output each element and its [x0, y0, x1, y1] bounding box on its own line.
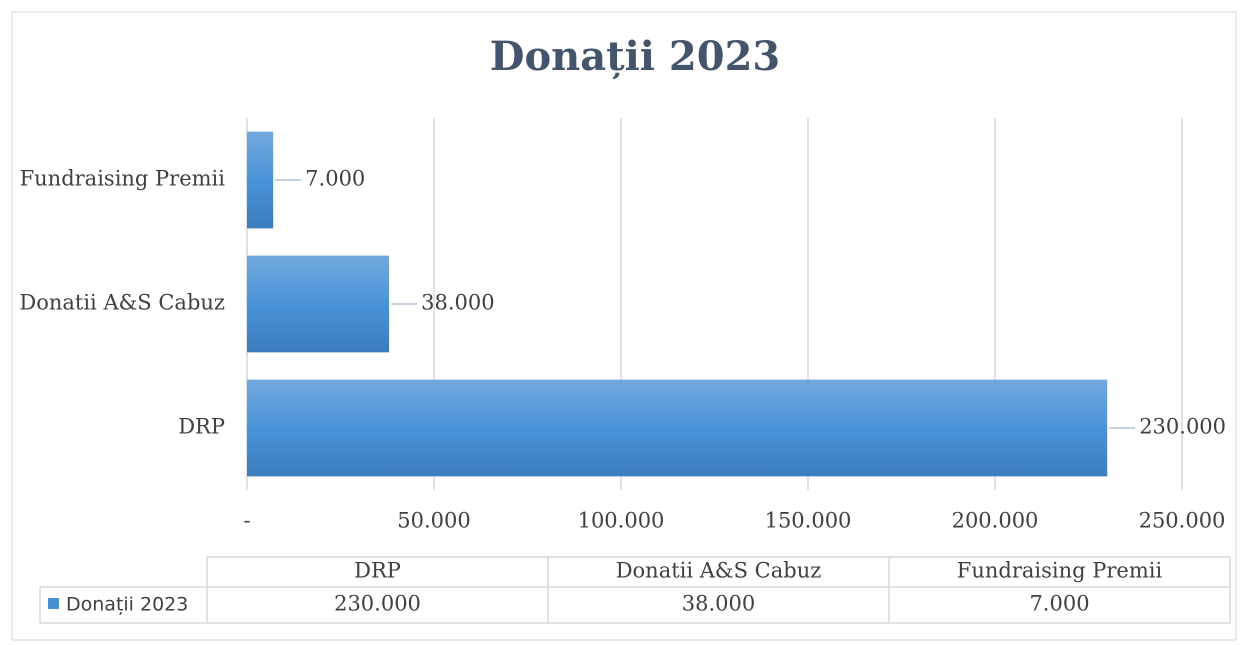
- x-tick-label: 150.000: [765, 509, 852, 533]
- x-tick-label: -: [243, 509, 250, 533]
- table-value: 230.000: [334, 592, 421, 616]
- x-tick-label: 250.000: [1139, 509, 1226, 533]
- table-value: 38.000: [682, 592, 755, 616]
- table-value: 7.000: [1029, 592, 1089, 616]
- y-tick-label: Donatii A&S Cabuz: [19, 291, 225, 315]
- value-label: 7.000: [305, 167, 365, 191]
- chart-title: Donații 2023: [490, 33, 781, 80]
- y-tick-label: Fundraising Premii: [20, 167, 226, 191]
- x-tick-label: 100.000: [578, 509, 665, 533]
- value-label: 230.000: [1139, 415, 1226, 439]
- table-header: Fundraising Premii: [957, 559, 1163, 583]
- legend-label: Donații 2023: [66, 594, 188, 616]
- y-tick-label: DRP: [178, 415, 225, 439]
- x-tick-label: 200.000: [952, 509, 1039, 533]
- table-header: DRP: [354, 559, 401, 583]
- bar: [247, 131, 274, 229]
- bar: [247, 255, 390, 353]
- bar: [247, 379, 1108, 477]
- x-tick-label: 50.000: [397, 509, 470, 533]
- table-header: Donatii A&S Cabuz: [616, 559, 822, 583]
- chart-border: [11, 11, 1237, 641]
- legend-swatch: [48, 598, 59, 609]
- value-label: 38.000: [421, 291, 494, 315]
